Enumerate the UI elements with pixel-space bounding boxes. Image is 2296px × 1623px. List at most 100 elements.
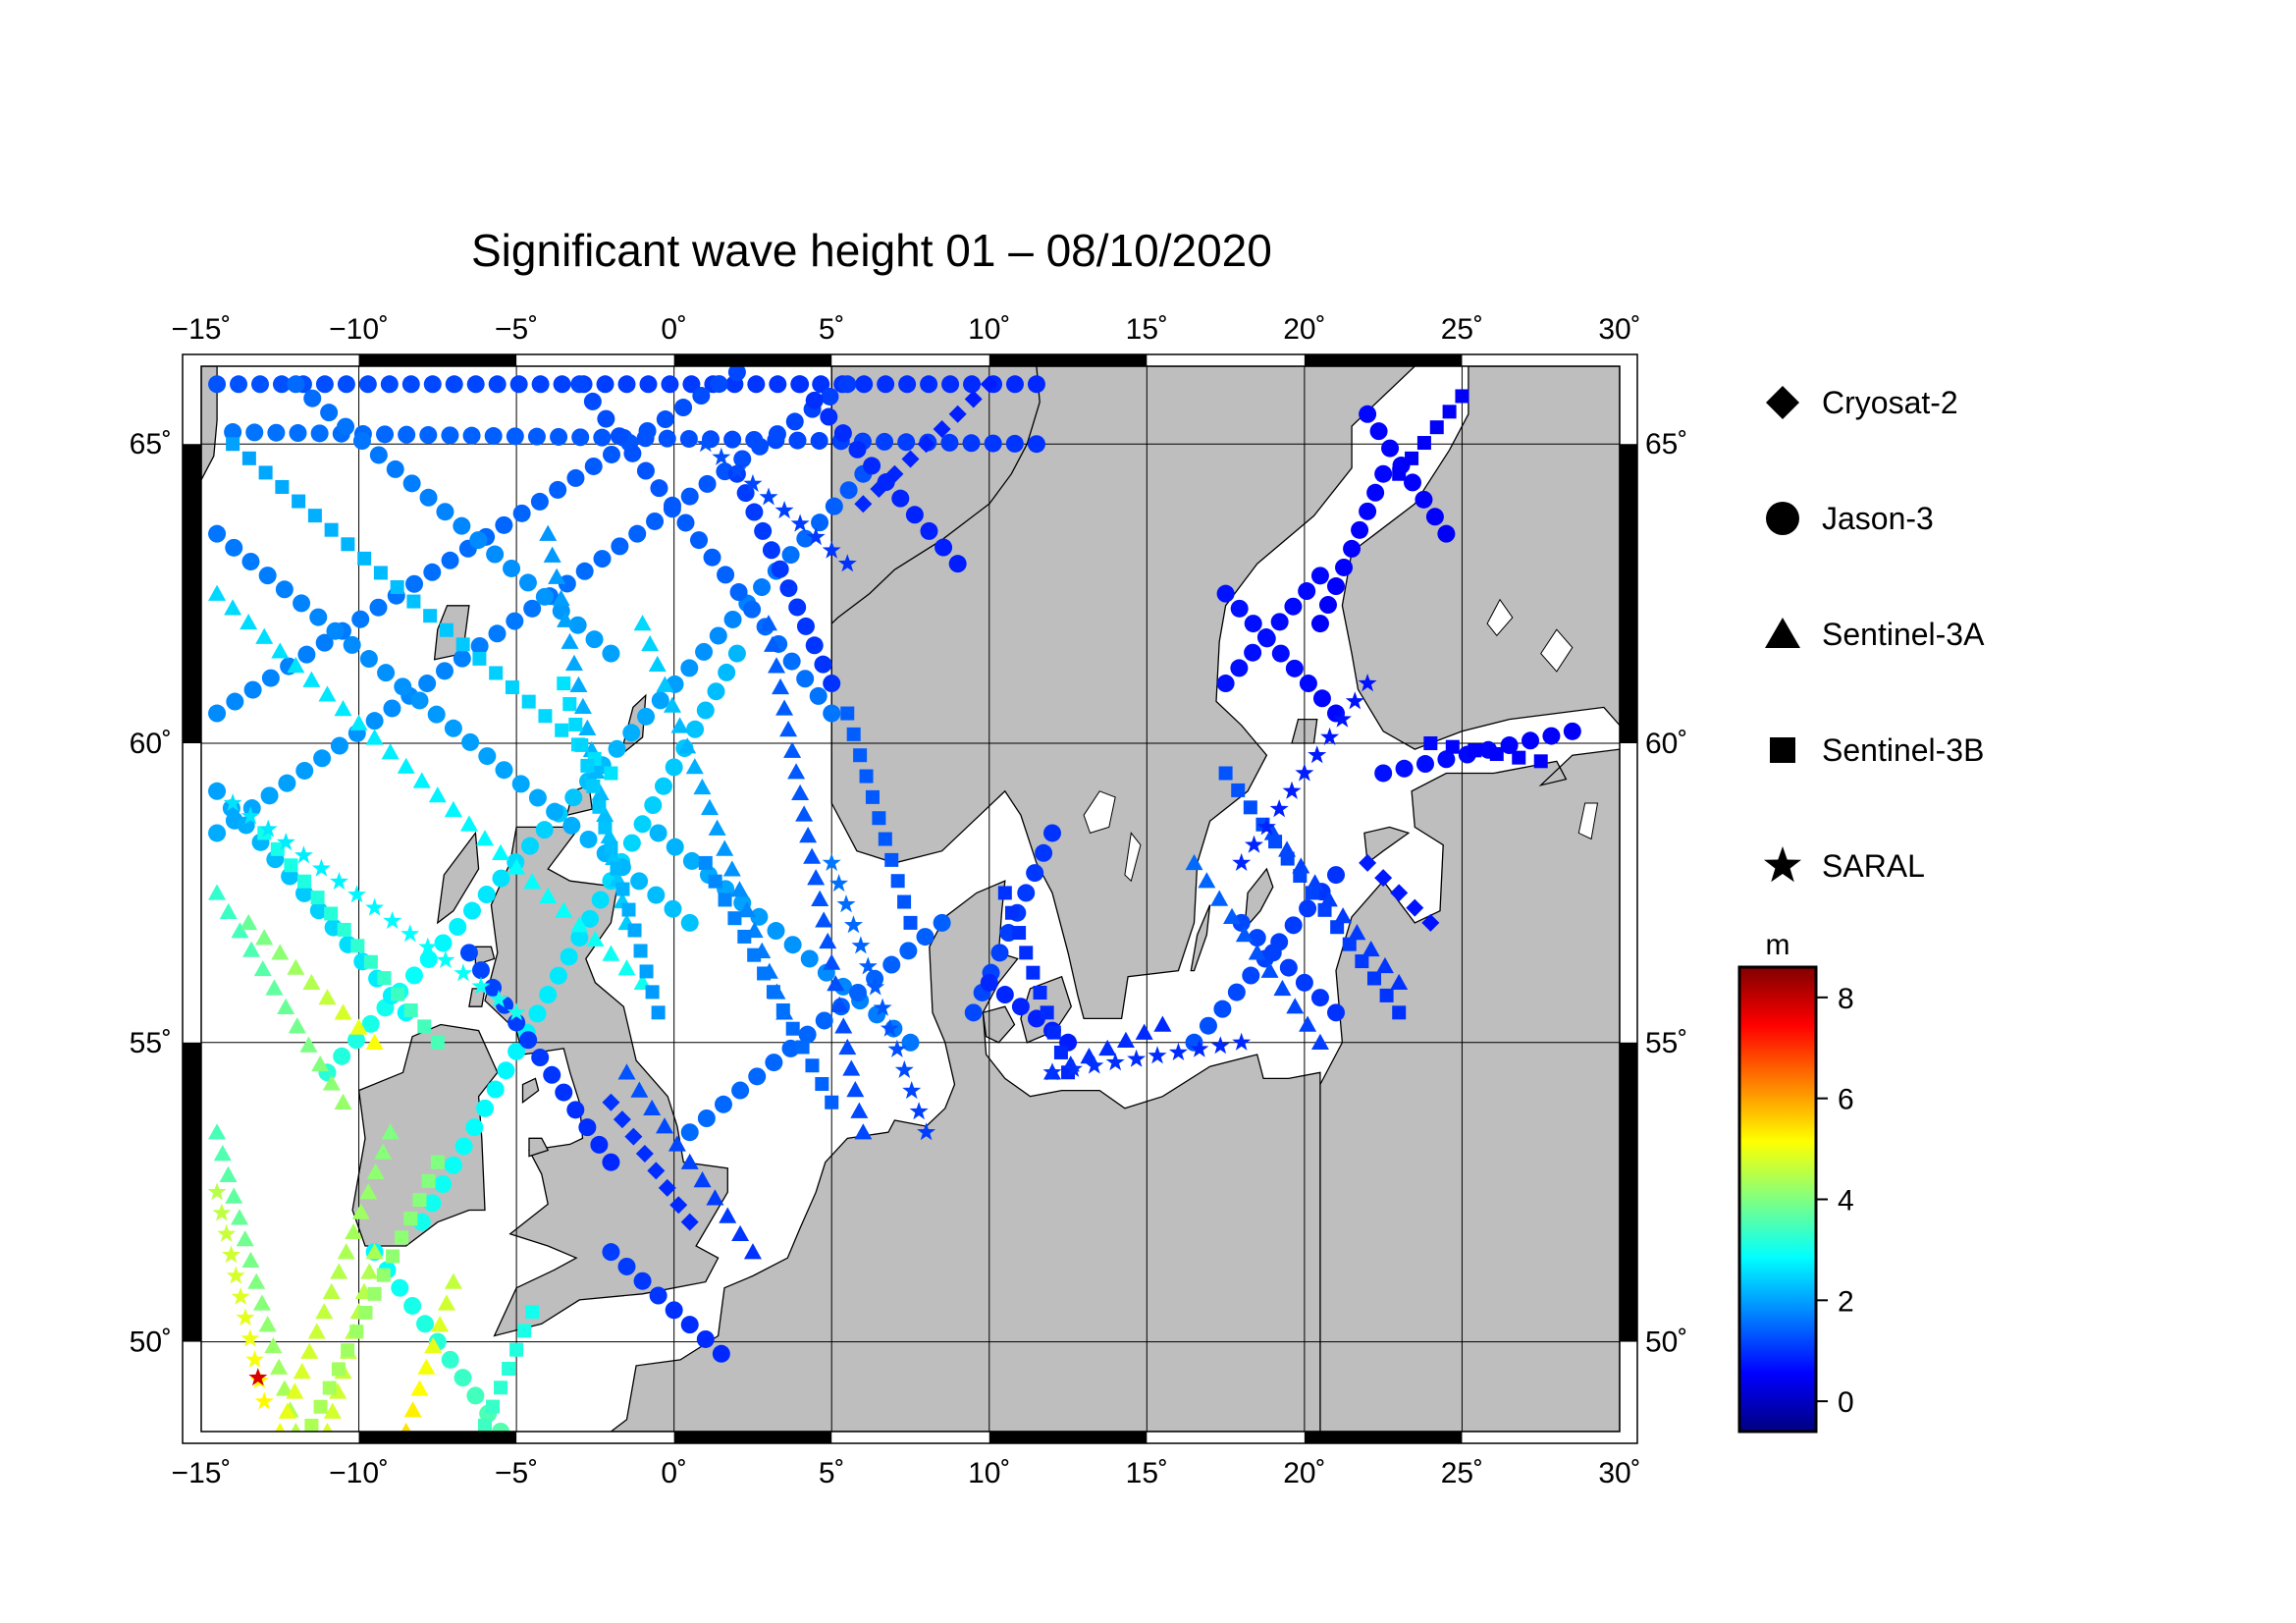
measurement-point: [300, 1342, 319, 1359]
measurement-point: [1284, 597, 1303, 616]
track-cryosat-2: [1359, 853, 1440, 932]
measurement-point: [823, 953, 841, 970]
measurement-point: [887, 1039, 907, 1057]
measurement-point: [1379, 988, 1394, 1002]
track-jason-3: [1374, 722, 1581, 783]
measurement-point: [444, 719, 462, 737]
measurement-point: [294, 845, 313, 864]
measurement-point: [727, 911, 742, 926]
measurement-point: [230, 375, 248, 394]
measurement-point: [242, 941, 261, 957]
measurement-point: [760, 615, 777, 631]
measurement-point: [445, 375, 463, 394]
measurement-point: [727, 644, 746, 663]
measurement-point: [1098, 1039, 1117, 1056]
measurement-point: [574, 737, 589, 752]
track-sentinel-3b: [997, 886, 1076, 1080]
measurement-point: [278, 774, 296, 792]
measurement-point: [506, 427, 524, 446]
measurement-point: [350, 939, 365, 953]
measurement-point: [1244, 615, 1262, 633]
measurement-point: [809, 686, 828, 705]
measurement-point: [324, 906, 339, 921]
track-sentinel-3a: [275, 1123, 400, 1432]
measurement-point: [685, 758, 704, 775]
measurement-point: [909, 1102, 929, 1120]
frame-bar: [183, 444, 201, 744]
measurement-point: [208, 824, 227, 842]
measurement-point: [604, 840, 618, 855]
measurement-point: [539, 887, 558, 903]
measurement-point: [1004, 905, 1019, 920]
measurement-point: [848, 983, 867, 1001]
measurement-point: [562, 697, 577, 712]
measurement-point: [630, 1081, 649, 1098]
measurement-point: [680, 1123, 699, 1142]
measurement-point: [1231, 783, 1246, 797]
measurement-point: [1423, 736, 1438, 751]
measurement-point: [423, 609, 438, 623]
measurement-point: [320, 404, 339, 422]
measurement-point: [365, 729, 384, 745]
measurement-point: [403, 1002, 418, 1017]
measurement-point: [617, 1063, 636, 1080]
measurement-point: [365, 897, 385, 916]
measurement-point: [743, 473, 763, 492]
measurement-point: [390, 580, 404, 595]
measurement-point: [825, 497, 843, 515]
measurement-point: [352, 432, 371, 451]
measurement-point: [727, 460, 747, 479]
measurement-point: [1248, 929, 1266, 947]
measurement-point: [530, 492, 549, 511]
measurement-point: [591, 784, 610, 801]
measurement-point: [507, 1042, 526, 1060]
measurement-point: [851, 936, 871, 954]
measurement-point: [383, 911, 402, 930]
measurement-point: [223, 793, 242, 812]
measurement-point: [404, 966, 423, 985]
measurement-point: [1299, 899, 1317, 918]
measurement-point: [505, 680, 519, 695]
measurement-point: [313, 1399, 328, 1414]
measurement-point: [656, 676, 674, 692]
measurement-point: [322, 1074, 341, 1091]
measurement-point: [486, 1080, 505, 1099]
measurement-point: [791, 784, 810, 801]
measurement-point: [916, 928, 934, 947]
measurement-point: [270, 1358, 289, 1375]
measurement-point: [1042, 1062, 1062, 1081]
measurement-point: [258, 567, 277, 585]
measurement-point: [990, 944, 1009, 962]
measurement-point: [637, 707, 656, 726]
measurement-point: [805, 391, 824, 409]
measurement-point: [1285, 659, 1304, 677]
measurement-point: [454, 1137, 473, 1156]
measurement-point: [1040, 1005, 1054, 1020]
measurement-point: [846, 727, 861, 741]
measurement-point: [418, 675, 437, 693]
measurement-point: [1295, 973, 1313, 992]
measurement-point: [674, 399, 693, 417]
measurement-point: [322, 1282, 341, 1299]
measurement-point: [311, 858, 331, 877]
measurement-point: [878, 832, 892, 846]
measurement-point: [310, 424, 329, 443]
measurement-point: [608, 739, 626, 758]
measurement-point: [769, 375, 787, 394]
track-sentinel-3b: [1218, 766, 1407, 1020]
measurement-point: [222, 1245, 240, 1264]
measurement-point: [330, 872, 348, 891]
measurement-point: [1230, 599, 1249, 618]
measurement-point: [624, 1127, 643, 1146]
measurement-point: [680, 1213, 699, 1231]
measurement-point: [745, 503, 764, 521]
measurement-point: [799, 826, 818, 843]
measurement-point: [1392, 1005, 1407, 1020]
measurement-point: [814, 655, 832, 674]
measurement-point: [359, 1183, 378, 1200]
track-saral: [1232, 674, 1377, 871]
measurement-point: [465, 1118, 484, 1137]
measurement-point: [419, 426, 438, 445]
measurement-point: [747, 375, 766, 394]
measurement-point: [870, 479, 888, 498]
